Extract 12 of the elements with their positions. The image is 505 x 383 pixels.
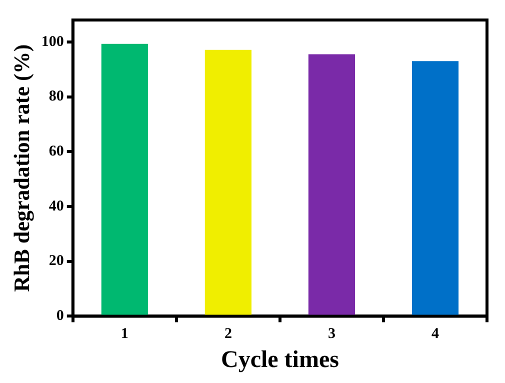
- x-tick-label: 2: [224, 326, 232, 342]
- x-tick-label: 1: [120, 326, 128, 342]
- y-tick-label: 60: [48, 144, 64, 160]
- x-tick-label: 4: [431, 326, 440, 342]
- y-tick-label: 0: [56, 308, 64, 324]
- y-tick-label: 100: [41, 34, 64, 50]
- y-axis-title: RhB degradation rate (%): [8, 44, 34, 292]
- y-tick-label: 20: [48, 253, 64, 270]
- y-tick-label: 40: [48, 198, 64, 214]
- x-axis-title: Cycle times: [220, 346, 339, 373]
- x-tick-label: 3: [328, 326, 336, 342]
- y-tick-label: 80: [48, 88, 64, 105]
